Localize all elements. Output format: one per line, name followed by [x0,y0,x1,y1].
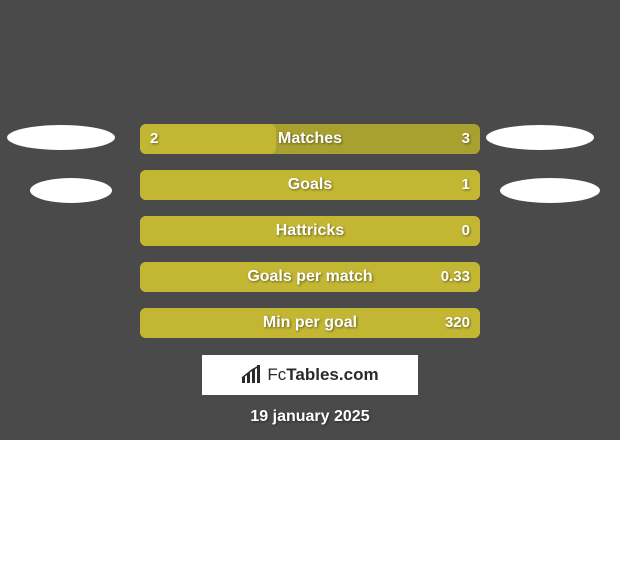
background-light [0,440,620,580]
stat-label: Goals per match [140,262,480,292]
stat-row-0: Matches2 3 [0,124,620,154]
stat-value-right: 1 [462,170,470,200]
stat-label: Goals [140,170,480,200]
stat-row-4: Min per goal320 [0,308,620,338]
logo-text: FcTables.com [267,365,378,385]
fctables-logo: FcTables.com [202,355,418,395]
stat-value-right: 0 [462,216,470,246]
stat-row-1: Goals1 [0,170,620,200]
stats-bars: Matches2 3 Goals1 Hattricks0 Goals per match… [0,124,620,354]
stat-row-3: Goals per match0.33 [0,262,620,292]
stat-label: Hattricks [140,216,480,246]
bar-chart-icon [241,365,261,385]
stat-row-2: Hattricks0 [0,216,620,246]
snapshot-date: 19 january 2025 [0,408,620,426]
stat-value-right: 3 [462,124,470,154]
stat-value-right: 0.33 [441,262,470,292]
stat-value-right: 320 [445,308,470,338]
stat-label: Min per goal [140,308,480,338]
stat-label: Matches [140,124,480,154]
stat-value-left: 2 [150,124,158,154]
